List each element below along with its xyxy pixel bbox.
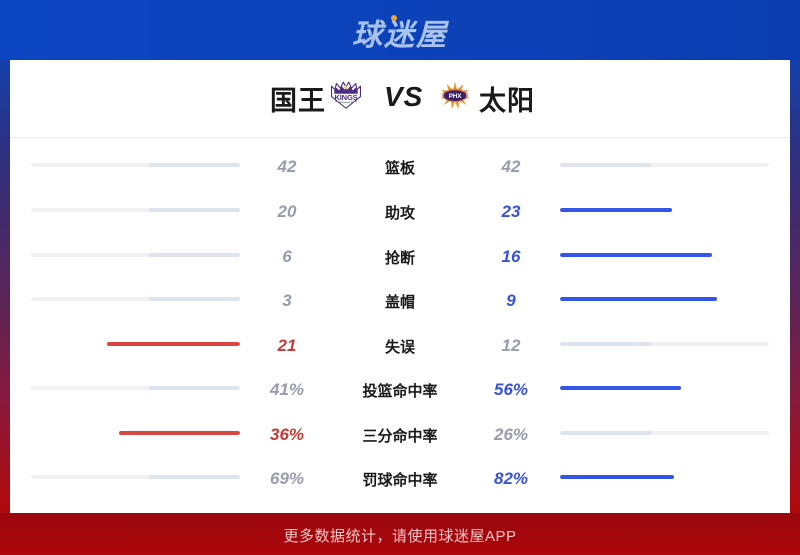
svg-text:KINGS: KINGS (334, 93, 357, 102)
svg-text:PHX: PHX (449, 93, 462, 100)
